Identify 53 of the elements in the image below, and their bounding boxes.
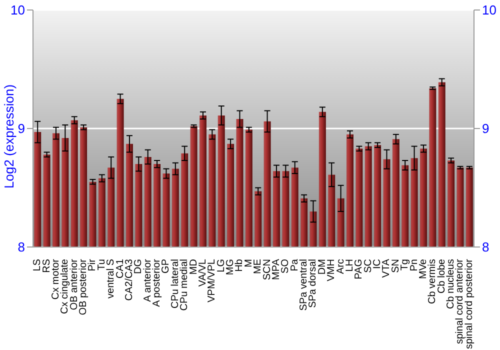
x-tick-label: CPu medial (179, 259, 190, 311)
x-tick-label: A posterior (152, 258, 163, 307)
x-tick-label: Pa (289, 258, 300, 272)
x-tick-label: Arc (335, 259, 346, 274)
x-tick-label: DG (133, 258, 144, 274)
x-tick-label: SC (362, 259, 374, 273)
x-tick-label: Cx motor (50, 258, 62, 300)
x-tick-label: Pn (408, 259, 420, 272)
x-tick-label: GP (160, 258, 172, 274)
x-tick-label: Hb (234, 258, 246, 272)
x-tick-label: M (243, 259, 254, 268)
x-tick-label: LH (344, 259, 356, 272)
x-tick-label: Tu (96, 259, 108, 270)
x-tick-label: Pir (87, 258, 98, 272)
x-tick-label: DM (316, 259, 328, 275)
x-tick-label: A anterior (142, 258, 154, 302)
x-tick-label: Cb vermis (427, 259, 438, 304)
x-tick-label: LG (216, 258, 227, 272)
x-tick-label: MVe (418, 258, 429, 280)
x-tick-label: RS (41, 258, 52, 273)
x-tick-label: spinal cord anterior (454, 258, 466, 344)
x-tick-label: CPu lateral (170, 259, 181, 308)
x-tick-label: OB anterior (68, 258, 80, 310)
x-tick-label: SPa dorsal (308, 259, 319, 308)
x-tick-label: CA2/CA3 (124, 258, 135, 301)
x-tick-label: ME (252, 258, 264, 274)
y-tick-label: 10 (10, 2, 25, 18)
x-tick-label: Cb nucleus (446, 259, 457, 310)
y2-tick-label: 9 (482, 121, 490, 136)
y2-tick-label: 8 (482, 240, 490, 255)
x-tick-label: VA/VL (197, 258, 208, 287)
x-tick-label: MD (188, 259, 200, 275)
x-tick-label: Tg (400, 259, 411, 271)
y2-tick-label: 10 (482, 2, 496, 18)
y-axis-title: Log2 (expression) (2, 84, 17, 188)
x-tick-label: Cb lobe (436, 258, 448, 294)
x-tick-label: LS (32, 258, 44, 272)
x-tick-label: SN (390, 259, 402, 273)
x-tick-label: VMH (326, 259, 338, 282)
x-tick-label: SCN (262, 259, 273, 280)
x-tick-label: MPA (270, 258, 282, 280)
x-tick-label: spinal cord posterior (464, 258, 475, 350)
x-tick-label: VPM/VPL (206, 258, 218, 302)
x-tick-label: PAG (354, 258, 365, 280)
x-tick-label: CA1 (114, 258, 126, 278)
x-tick-label: OB posterior (78, 258, 90, 316)
x-tick-label: SO (280, 258, 292, 274)
x-tick-label: IC (372, 259, 384, 269)
y-tick-label: 8 (18, 240, 25, 255)
y-tick-label: 9 (18, 121, 25, 136)
x-tick-label: Cx cingulate (60, 258, 71, 314)
x-tick-label: VTA (381, 258, 392, 278)
x-tick-label: ventral S (106, 258, 117, 298)
